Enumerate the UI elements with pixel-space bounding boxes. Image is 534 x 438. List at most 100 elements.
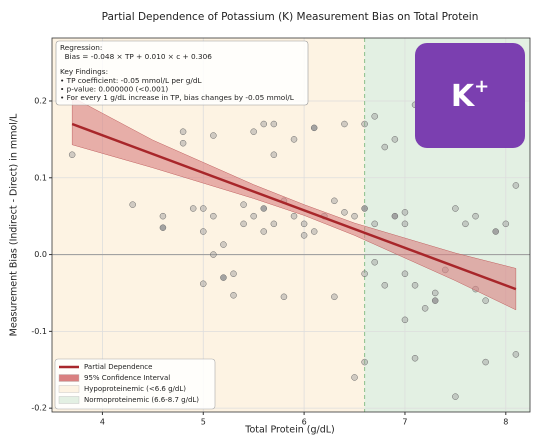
data-point (482, 358, 489, 366)
data-point (431, 289, 439, 297)
data-point (431, 297, 439, 304)
data-point (482, 297, 489, 304)
x-tick-label: 7 (402, 418, 407, 427)
legend-label: 95% Confidence Interval (84, 374, 170, 382)
badge (415, 43, 525, 148)
data-point (310, 228, 318, 235)
data-point (421, 305, 429, 312)
badge-text: K+ (451, 76, 489, 114)
annotation-text: • TP coefficient: -0.05 mmol/L per g/dL (60, 76, 203, 85)
data-point (391, 212, 399, 220)
x-tick-label: 4 (100, 418, 105, 427)
data-point (401, 209, 409, 216)
data-point (502, 220, 510, 228)
data-point (411, 354, 419, 362)
data-point (452, 393, 459, 400)
annotation-text: • p-value: 0.000000 (<0.001) (60, 85, 168, 94)
y-tick-label: 0.1 (34, 173, 47, 182)
data-point (270, 220, 278, 228)
badge-letter: K (451, 79, 476, 114)
data-point (462, 220, 469, 228)
y-tick-label: -0.1 (31, 327, 47, 336)
y-tick-label: 0.2 (34, 96, 47, 105)
data-point (240, 220, 247, 228)
data-point (200, 228, 207, 235)
data-point (189, 205, 197, 212)
data-point (179, 139, 187, 147)
data-point (452, 205, 459, 212)
legend-label: Partial Dependence (84, 363, 152, 371)
data-point (230, 270, 237, 278)
data-point (401, 270, 409, 278)
data-point (341, 209, 348, 216)
x-tick-label: 8 (503, 418, 508, 427)
data-point (371, 220, 378, 228)
y-tick-label: -0.2 (31, 404, 47, 413)
data-point (300, 232, 308, 239)
y-tick-label: 0.0 (34, 250, 47, 259)
data-point (270, 120, 278, 128)
y-axis-label: Measurement Bias (Indirect - Direct) in … (9, 113, 20, 336)
data-point (401, 220, 409, 228)
data-point (310, 124, 318, 132)
confidence-band (71, 96, 517, 311)
data-point (159, 212, 167, 220)
legend-swatch (58, 385, 80, 393)
legend-label: Normoproteinemic (6.6-8.7 g/dL) (84, 396, 199, 404)
chart-title: Partial Dependence of Potassium (K) Meas… (102, 11, 479, 23)
data-point (240, 201, 247, 208)
data-point (512, 351, 520, 358)
data-point (331, 293, 338, 301)
data-point (129, 201, 136, 208)
data-point (361, 358, 368, 366)
data-point (381, 282, 389, 289)
data-point (391, 136, 399, 143)
data-point (210, 251, 217, 258)
legend-label: Hypoproteinemic (<6.6 g/dL) (84, 385, 186, 393)
data-point (200, 280, 207, 287)
data-point (361, 270, 368, 278)
data-point (371, 258, 378, 266)
data-point (260, 228, 268, 235)
annotation-box (55, 40, 309, 106)
data-point (381, 143, 389, 151)
legend-box (54, 358, 216, 410)
regression-line (71, 122, 517, 291)
data-point (472, 212, 479, 220)
data-point (200, 205, 207, 212)
data-point (210, 212, 217, 220)
data-point (512, 182, 520, 189)
data-point (179, 128, 187, 135)
annotation-text: Regression: (60, 43, 102, 52)
data-point (270, 151, 278, 158)
annotation-text: Key Findings: (60, 67, 108, 76)
data-point (220, 274, 227, 281)
data-point (68, 151, 76, 158)
legend-swatch (58, 396, 80, 404)
data-point (250, 128, 257, 135)
data-point (341, 120, 348, 128)
data-point (361, 120, 368, 128)
badge-sup: + (474, 76, 489, 97)
data-point (210, 132, 217, 139)
data-point (351, 212, 358, 220)
data-point (290, 136, 298, 143)
data-point (411, 282, 419, 289)
legend-swatch (58, 374, 80, 382)
x-axis-label: Total Protein (g/dL) (244, 425, 335, 436)
data-point (351, 374, 358, 381)
data-point (280, 293, 288, 301)
data-point (230, 292, 237, 299)
x-tick-label: 5 (201, 418, 206, 427)
data-point (260, 120, 268, 128)
data-point (371, 113, 378, 120)
annotation-text: • For every 1 g/dL increase in TP, bias … (60, 93, 295, 102)
data-point (250, 212, 257, 220)
data-point (220, 241, 227, 248)
data-point (331, 197, 338, 205)
data-point (361, 205, 368, 212)
x-tick-label: 6 (302, 418, 307, 427)
data-point (260, 205, 268, 212)
data-point (492, 228, 499, 235)
